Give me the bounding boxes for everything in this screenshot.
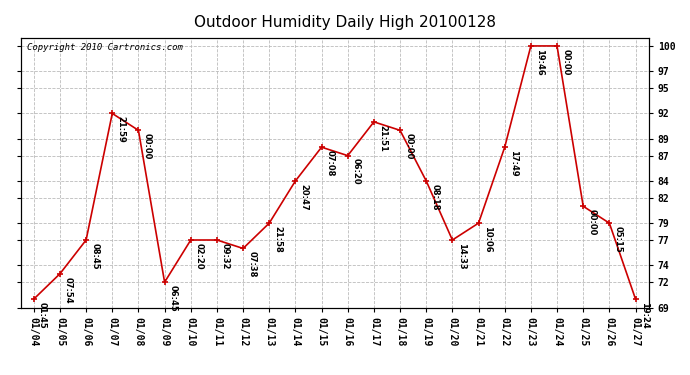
Text: 14:33: 14:33 [457,243,466,269]
Text: 00:00: 00:00 [561,49,570,75]
Text: 00:00: 00:00 [143,133,152,159]
Text: 06:20: 06:20 [352,158,361,185]
Text: 08:45: 08:45 [90,243,99,269]
Text: 07:38: 07:38 [247,251,256,278]
Text: 08:18: 08:18 [431,184,440,210]
Text: 00:00: 00:00 [404,133,413,159]
Text: 19:46: 19:46 [535,49,544,75]
Text: 17:49: 17:49 [509,150,518,177]
Text: Outdoor Humidity Daily High 20100128: Outdoor Humidity Daily High 20100128 [194,15,496,30]
Text: 05:15: 05:15 [613,226,622,253]
Text: 21:51: 21:51 [378,124,387,152]
Text: 01:45: 01:45 [38,302,47,328]
Text: 00:00: 00:00 [587,209,596,236]
Text: 21:59: 21:59 [117,116,126,143]
Text: Copyright 2010 Cartronics.com: Copyright 2010 Cartronics.com [27,43,183,52]
Text: 07:08: 07:08 [326,150,335,176]
Text: 06:45: 06:45 [169,285,178,312]
Text: 10:06: 10:06 [483,226,492,252]
Text: 20:47: 20:47 [299,184,308,210]
Text: 07:54: 07:54 [64,276,73,303]
Text: 19:24: 19:24 [640,302,649,328]
Text: 21:58: 21:58 [273,226,282,253]
Text: 09:32: 09:32 [221,243,230,269]
Text: 02:20: 02:20 [195,243,204,269]
